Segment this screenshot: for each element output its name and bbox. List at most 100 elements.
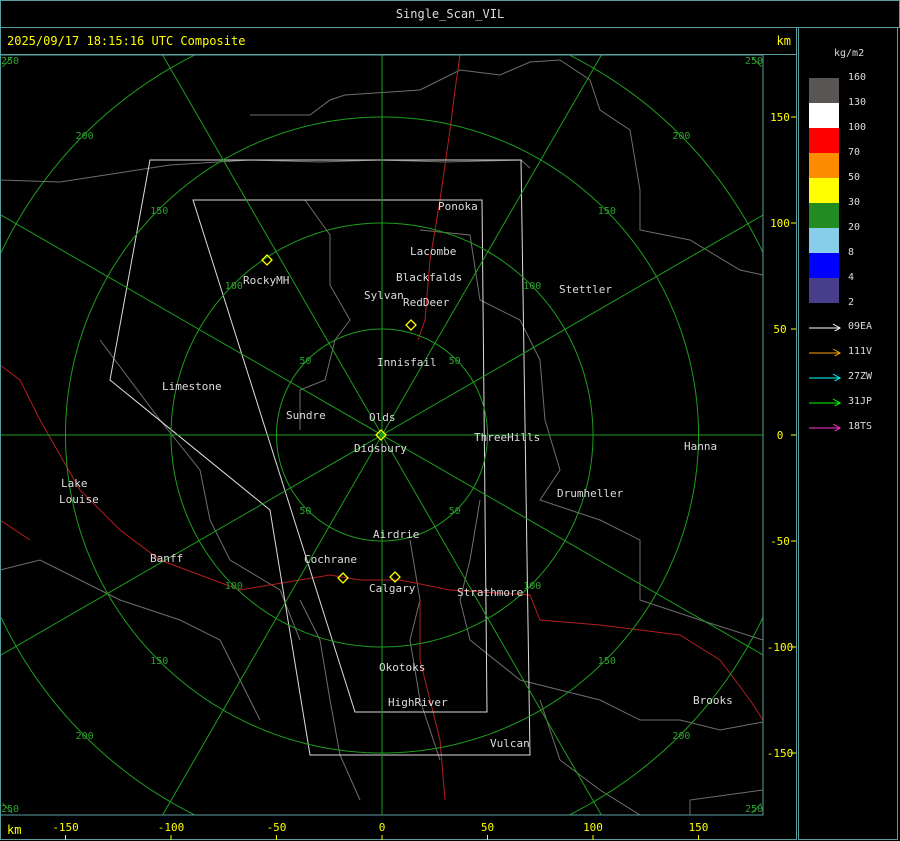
- y-tick-label: -100: [767, 641, 794, 654]
- city-label: Airdrie: [373, 528, 419, 541]
- city-label: Stettler: [559, 283, 612, 296]
- city-label: Banff: [150, 552, 183, 565]
- radar-label[interactable]: 09EA: [848, 321, 873, 332]
- city-label: Innisfail: [377, 356, 437, 369]
- ring-label: 50: [449, 356, 461, 367]
- city-label: Okotoks: [379, 661, 425, 674]
- legend-label: 70: [848, 147, 861, 158]
- y-tick-label: 150: [770, 111, 790, 124]
- legend-label: 100: [848, 122, 867, 133]
- city-label: Olds: [369, 411, 396, 424]
- timestamp: 2025/09/17 18:15:16 UTC Composite: [7, 34, 246, 48]
- city-label: HighRiver: [388, 696, 448, 709]
- y-tick-label: -150: [767, 747, 794, 760]
- city-label: RedDeer: [403, 296, 450, 309]
- legend-swatch: [809, 278, 839, 303]
- radar-arrow-icon: [809, 423, 841, 431]
- legend-label: 2: [848, 297, 855, 308]
- x-tick-label: -50: [267, 821, 287, 834]
- ring-label: 100: [523, 581, 541, 592]
- radar-label[interactable]: 18TS: [848, 421, 873, 432]
- map-frame: [0, 54, 764, 816]
- city-label: RockyMH: [243, 274, 289, 287]
- ring-label: 150: [150, 206, 168, 217]
- city-label: Blackfalds: [396, 271, 462, 284]
- city-label: Hanna: [684, 440, 717, 453]
- county-boundary: [0, 559, 261, 721]
- radar-site-icon: [375, 429, 387, 441]
- ring-label: 100: [523, 281, 541, 292]
- range-ring: [0, 617, 194, 815]
- legend-label: 160: [848, 72, 867, 83]
- ring-label: 100: [225, 581, 243, 592]
- range-ring: [570, 55, 764, 253]
- legend-unit: kg/m2: [834, 48, 865, 59]
- range-ring: [2, 802, 13, 814]
- y-tick-label: -50: [770, 535, 790, 548]
- city-label: Brooks: [693, 694, 733, 707]
- radar-arrow-icon: [809, 373, 841, 381]
- ring-label: 200: [76, 131, 94, 142]
- ring-label: 50: [449, 506, 461, 517]
- county-boundary: [250, 59, 764, 276]
- legend-panel: kg/m2 160 130 100 70 50 30 20 8 4 2 09EA 111V 27ZW 31…: [798, 28, 898, 840]
- radar-map[interactable]: 50 50 50 50 100 100 100 100 150 150 150 150 200 200 20…: [0, 0, 797, 841]
- x-tick-label: -150: [52, 821, 79, 834]
- domain-outline: [109, 159, 531, 756]
- x-tick-label: 100: [583, 821, 603, 834]
- county-boundary: [539, 699, 641, 816]
- city-label: Didsbury: [354, 442, 407, 455]
- legend-swatch: [809, 153, 839, 178]
- county-boundary: [299, 599, 361, 801]
- ring-label: 250: [1, 56, 19, 67]
- legend-label: 8: [848, 247, 855, 258]
- city-label: Lacombe: [410, 245, 456, 258]
- legend-swatch: [809, 128, 839, 153]
- county-boundary: [689, 789, 764, 815]
- city-label: ThreeHills: [474, 431, 540, 444]
- highway-line: [419, 600, 446, 801]
- legend-swatch: [809, 228, 839, 253]
- radar-label[interactable]: 111V: [848, 346, 873, 357]
- y-tick-label: 0: [777, 429, 784, 442]
- highway-line: [0, 519, 31, 541]
- x-tick-label: 150: [689, 821, 709, 834]
- radial-line: [0, 214, 764, 656]
- city-label: Calgary: [369, 582, 416, 595]
- legend-label: 20: [848, 222, 861, 233]
- city-label: Vulcan: [490, 737, 530, 750]
- radar-arrow-icon: [809, 323, 841, 331]
- city-label: Sylvan: [364, 289, 404, 302]
- radar-arrow-icon: [809, 348, 841, 356]
- ring-label: 200: [672, 731, 690, 742]
- county-boundary: [0, 159, 531, 183]
- ring-label: 150: [598, 206, 616, 217]
- county-boundary: [459, 499, 764, 731]
- county-boundary: [409, 539, 441, 761]
- y-unit: km: [776, 34, 791, 48]
- ring-label: 50: [299, 506, 311, 517]
- county-boundary: [299, 199, 351, 430]
- radar-site-icon: [337, 572, 349, 584]
- radar-site-icon: [389, 571, 401, 583]
- legend-swatch: [809, 78, 839, 103]
- x-tick-label: 50: [481, 821, 494, 834]
- radar-label[interactable]: 27ZW: [848, 371, 873, 382]
- range-ring: [570, 617, 764, 815]
- ring-label: 250: [745, 56, 763, 67]
- city-label: Drumheller: [557, 487, 624, 500]
- x-unit: km: [7, 823, 21, 837]
- legend-label: 4: [848, 272, 855, 283]
- range-ring: [751, 802, 762, 814]
- county-boundary: [419, 229, 764, 641]
- radar-label[interactable]: 31JP: [848, 396, 873, 407]
- radar-arrow-icon: [809, 398, 841, 406]
- ring-label: 100: [225, 281, 243, 292]
- x-tick-label: -100: [158, 821, 185, 834]
- highway-line: [0, 364, 764, 721]
- ring-label: 250: [745, 804, 763, 815]
- ring-label: 200: [672, 131, 690, 142]
- city-label: Lake: [61, 477, 88, 490]
- ring-label: 250: [1, 804, 19, 815]
- legend-swatch: [809, 178, 839, 203]
